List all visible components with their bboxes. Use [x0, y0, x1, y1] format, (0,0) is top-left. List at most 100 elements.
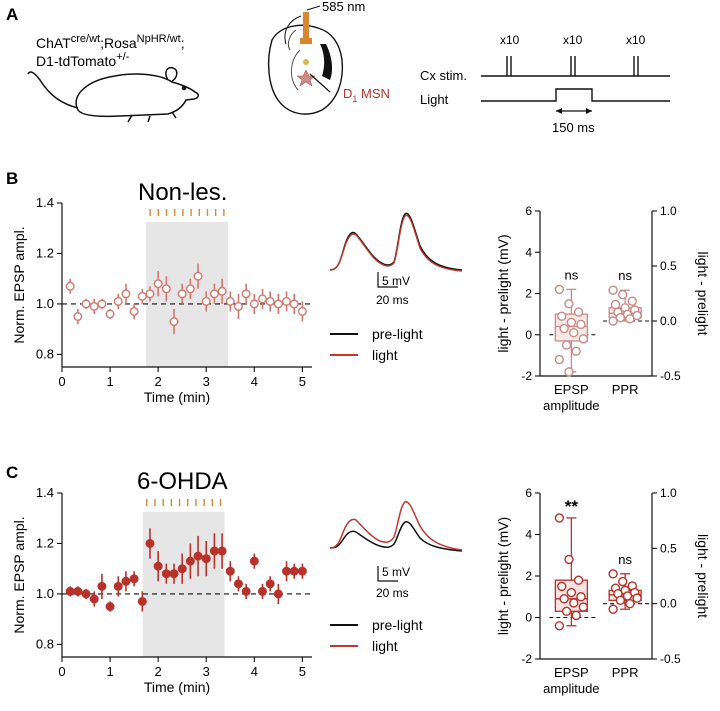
data-point — [209, 289, 219, 299]
legend-b-light: light — [372, 347, 398, 363]
y-tick-label-right: -0.5 — [660, 652, 681, 666]
data-point — [241, 289, 251, 299]
x-axis-label: Time (min) — [144, 679, 210, 695]
significance-label: ns — [564, 267, 578, 282]
trace-c-prelight — [329, 521, 463, 552]
y-tick-label: 1.0 — [36, 296, 54, 311]
box-point — [571, 610, 581, 621]
panel-letter-b: B — [6, 169, 18, 188]
x-axis-label: Time (min) — [144, 389, 210, 405]
x10-label-1: x10 — [500, 33, 520, 47]
box-point — [554, 621, 565, 631]
y-tick-label-left: 0 — [525, 611, 532, 625]
data-point — [81, 589, 91, 599]
data-point — [177, 289, 187, 299]
data-point — [265, 579, 275, 589]
mouse-icon — [27, 66, 199, 123]
data-point — [257, 294, 267, 304]
data-point — [265, 296, 275, 306]
box-point — [557, 581, 567, 592]
trace-b-prelight — [329, 212, 463, 271]
box-point — [554, 513, 565, 523]
data-point — [257, 586, 267, 596]
data-point — [153, 279, 163, 289]
x-tick-label: 3 — [203, 374, 210, 389]
data-point — [225, 566, 235, 576]
scale-ms-b: 20 ms — [376, 293, 409, 307]
y-tick-label-right: 0.0 — [660, 597, 677, 611]
data-point — [73, 312, 83, 322]
y-tick-label: 1.4 — [36, 485, 54, 500]
data-point — [137, 596, 147, 606]
y-tick-label-right: 1.0 — [660, 204, 677, 218]
data-point — [113, 296, 123, 306]
data-point — [185, 284, 195, 294]
y-tick-label-left: 4 — [525, 245, 532, 259]
data-point — [297, 566, 307, 576]
genotype-line-1: ChATcre/wt;RosaNpHR/wt; — [36, 33, 185, 51]
scale-bar-b — [377, 272, 398, 288]
panel-letter-c: C — [6, 463, 18, 482]
box-point — [615, 595, 626, 606]
box-point — [571, 346, 581, 356]
data-point — [65, 281, 75, 291]
box-point — [618, 289, 628, 300]
data-point — [161, 284, 171, 294]
y-tick-label: 1.4 — [36, 195, 54, 210]
stim-protocol: Cx stim. Light x10 x10 x10 150 ms — [420, 33, 670, 135]
chart-b-title: Non-les. — [138, 179, 227, 206]
data-point — [297, 306, 307, 316]
box-point — [610, 299, 621, 310]
cx-stim-label: Cx stim. — [420, 68, 467, 83]
box-point — [564, 554, 574, 565]
scale-mv-c: 5 mV — [382, 565, 410, 579]
data-point — [153, 561, 163, 571]
data-point — [217, 286, 227, 296]
box-point — [627, 296, 638, 306]
data-point — [113, 581, 123, 591]
x-tick-label: 4 — [251, 374, 258, 389]
chart-b-boxplot: -2 0 2 4 6 -0.5 0.0 0.5 1.0 light - prelight (mV)… — [495, 204, 711, 413]
box-point — [608, 285, 618, 295]
x-category-label-line2: amplitude — [543, 681, 599, 696]
x10-label-2: x10 — [563, 33, 583, 47]
data-point — [201, 296, 211, 306]
legend-c-light: light — [372, 638, 398, 654]
data-point — [105, 602, 115, 612]
data-point — [169, 317, 179, 327]
x-tick-label: 0 — [58, 374, 65, 389]
data-point — [282, 566, 292, 576]
y-tick-label: 1.0 — [36, 586, 54, 601]
cx-stim-trace — [481, 56, 670, 77]
x-tick-label: 0 — [58, 664, 65, 679]
box-point — [554, 354, 565, 365]
y-axis-label-left: light - prelight (mV) — [495, 234, 511, 352]
y-axis-label-right: light - prelight — [695, 534, 711, 618]
wavelength-label: 585 nm — [322, 0, 365, 14]
box-point — [564, 367, 574, 377]
box-point — [554, 284, 565, 295]
scale-ms-c: 20 ms — [376, 586, 409, 600]
y-tick-label-left: 2 — [525, 569, 532, 583]
x-category-label: PPR — [612, 665, 639, 680]
y-tick-label-left: -2 — [521, 652, 532, 666]
box-point — [569, 598, 579, 608]
data-point — [185, 556, 195, 566]
y-axis-label-left: light - prelight (mV) — [495, 517, 511, 635]
genotype-line-2: D1-tdTomato+/- — [36, 51, 130, 69]
data-point — [145, 289, 155, 299]
data-point — [201, 554, 211, 564]
legend-c-pre: pre-light — [372, 617, 423, 633]
trace-b: 5 mV 20 ms pre-light light — [329, 212, 463, 363]
y-axis-label: Norm. EPSP ampl. — [11, 226, 27, 343]
data-point — [273, 299, 283, 309]
chart-c-title: 6-OHDA — [137, 468, 228, 495]
x10-label-3: x10 — [626, 33, 646, 47]
x-category-label-line2: amplitude — [543, 398, 599, 413]
y-tick-label-right: 1.0 — [660, 486, 677, 500]
light-period-shade — [142, 511, 225, 657]
y-tick-label: 1.2 — [36, 245, 54, 260]
box-point — [578, 602, 589, 612]
data-point — [65, 586, 75, 596]
